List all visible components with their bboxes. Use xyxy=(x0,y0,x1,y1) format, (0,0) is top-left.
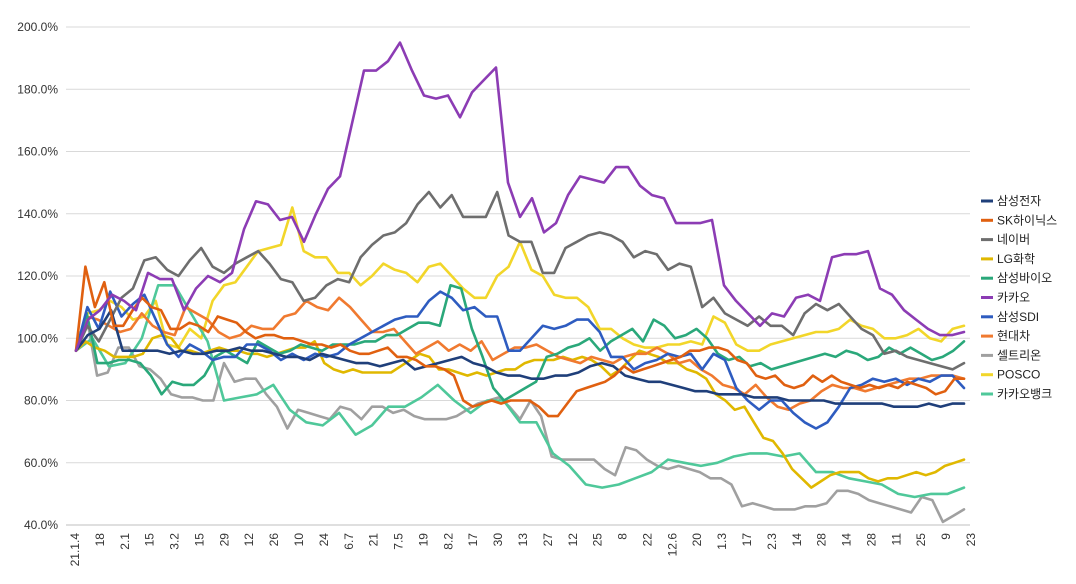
x-tick-label: 29 xyxy=(217,533,231,547)
series-line-7 xyxy=(74,296,966,412)
x-tick-label: 21.1.4 xyxy=(68,533,82,567)
x-tick-label: 17 xyxy=(466,533,480,547)
series-line-10 xyxy=(74,284,966,499)
x-tick-label: 27 xyxy=(541,533,555,547)
legend-entry: 카카오 xyxy=(997,291,1030,305)
x-tick-label: 21 xyxy=(367,533,381,547)
x-tick-label: 8 xyxy=(616,533,630,540)
legend-entry: 삼성바이오 xyxy=(997,271,1052,285)
x-tick-label: 25 xyxy=(914,533,928,547)
legend-entry: POSCO xyxy=(997,368,1040,382)
x-tick-label: 25 xyxy=(591,533,605,547)
x-tick-label: 14 xyxy=(840,533,854,547)
x-tick-label: 19 xyxy=(416,533,430,547)
series-lines xyxy=(74,41,966,524)
series-line-0 xyxy=(74,308,966,408)
legend-entry: 셀트리온 xyxy=(997,348,1041,362)
y-tick-label: 160.0% xyxy=(17,145,58,159)
series-line-6 xyxy=(74,290,966,430)
x-tick-label: 12 xyxy=(242,533,256,547)
x-tick-label: 15 xyxy=(192,533,206,547)
x-tick-label: 9 xyxy=(939,533,953,540)
y-tick-label: 100.0% xyxy=(17,331,58,345)
x-tick-label: 13 xyxy=(516,533,530,547)
legend-entry: 네이버 xyxy=(997,233,1030,247)
y-tick-label: 60.0% xyxy=(24,456,58,470)
x-tick-label: 2.3 xyxy=(765,533,779,550)
y-axis-tick-labels: 200.0% 180.0% 160.0% 140.0% 120.0% 100.0% 80.0… xyxy=(17,20,58,532)
legend-entry: 카카오뱅크 xyxy=(997,387,1052,401)
x-tick-label: 28 xyxy=(815,533,829,547)
x-tick-label: 12 xyxy=(566,533,580,547)
legend-entry: 삼성SDI xyxy=(997,310,1039,324)
y-tick-label: 140.0% xyxy=(17,207,58,221)
legend-entry: 현대차 xyxy=(997,329,1030,343)
y-tick-label: 180.0% xyxy=(17,82,58,96)
x-tick-label: 30 xyxy=(491,533,505,547)
x-tick-label: 18 xyxy=(93,533,107,547)
x-tick-label: 22 xyxy=(640,533,654,547)
x-tick-label: 7.5 xyxy=(392,533,406,550)
series-line-3 xyxy=(74,333,966,489)
x-axis: 21.1.4 18 2.1 15 3.2 15 29 12 26 10 24 6.7 21 7.5 19 8.… xyxy=(66,524,978,567)
y-tick-label: 80.0% xyxy=(24,394,58,408)
x-tick-label: 8.2 xyxy=(441,533,455,550)
legend-entry: 삼성전자 xyxy=(997,194,1041,208)
y-tick-label: 40.0% xyxy=(24,518,58,532)
x-tick-label: 26 xyxy=(267,533,281,547)
y-tick-label: 120.0% xyxy=(17,269,58,283)
x-tick-label: 28 xyxy=(864,533,878,547)
x-tick-label: 15 xyxy=(143,533,157,547)
series-line-2 xyxy=(74,190,966,371)
series-line-1 xyxy=(74,265,966,418)
x-tick-label: 24 xyxy=(317,533,331,547)
x-tick-label: 1.3 xyxy=(715,533,729,550)
x-tick-label: 10 xyxy=(292,533,306,547)
x-tick-label: 3.2 xyxy=(168,533,182,550)
x-tick-label: 14 xyxy=(790,533,804,547)
legend-entry: LG화학 xyxy=(997,252,1035,266)
x-tick-label: 20 xyxy=(690,533,704,547)
x-tick-label: 17 xyxy=(740,533,754,547)
x-tick-label: 6.7 xyxy=(342,533,356,550)
x-tick-label: 2.1 xyxy=(118,533,132,550)
series-line-8 xyxy=(74,315,966,524)
series-line-5 xyxy=(74,41,966,352)
x-tick-label: 12.6 xyxy=(665,533,679,557)
x-tick-label: 11 xyxy=(889,533,903,546)
legend-entry: SK하이닉스 xyxy=(997,213,1057,227)
x-tick-label: 23 xyxy=(964,533,978,547)
y-tick-label: 200.0% xyxy=(17,20,58,34)
